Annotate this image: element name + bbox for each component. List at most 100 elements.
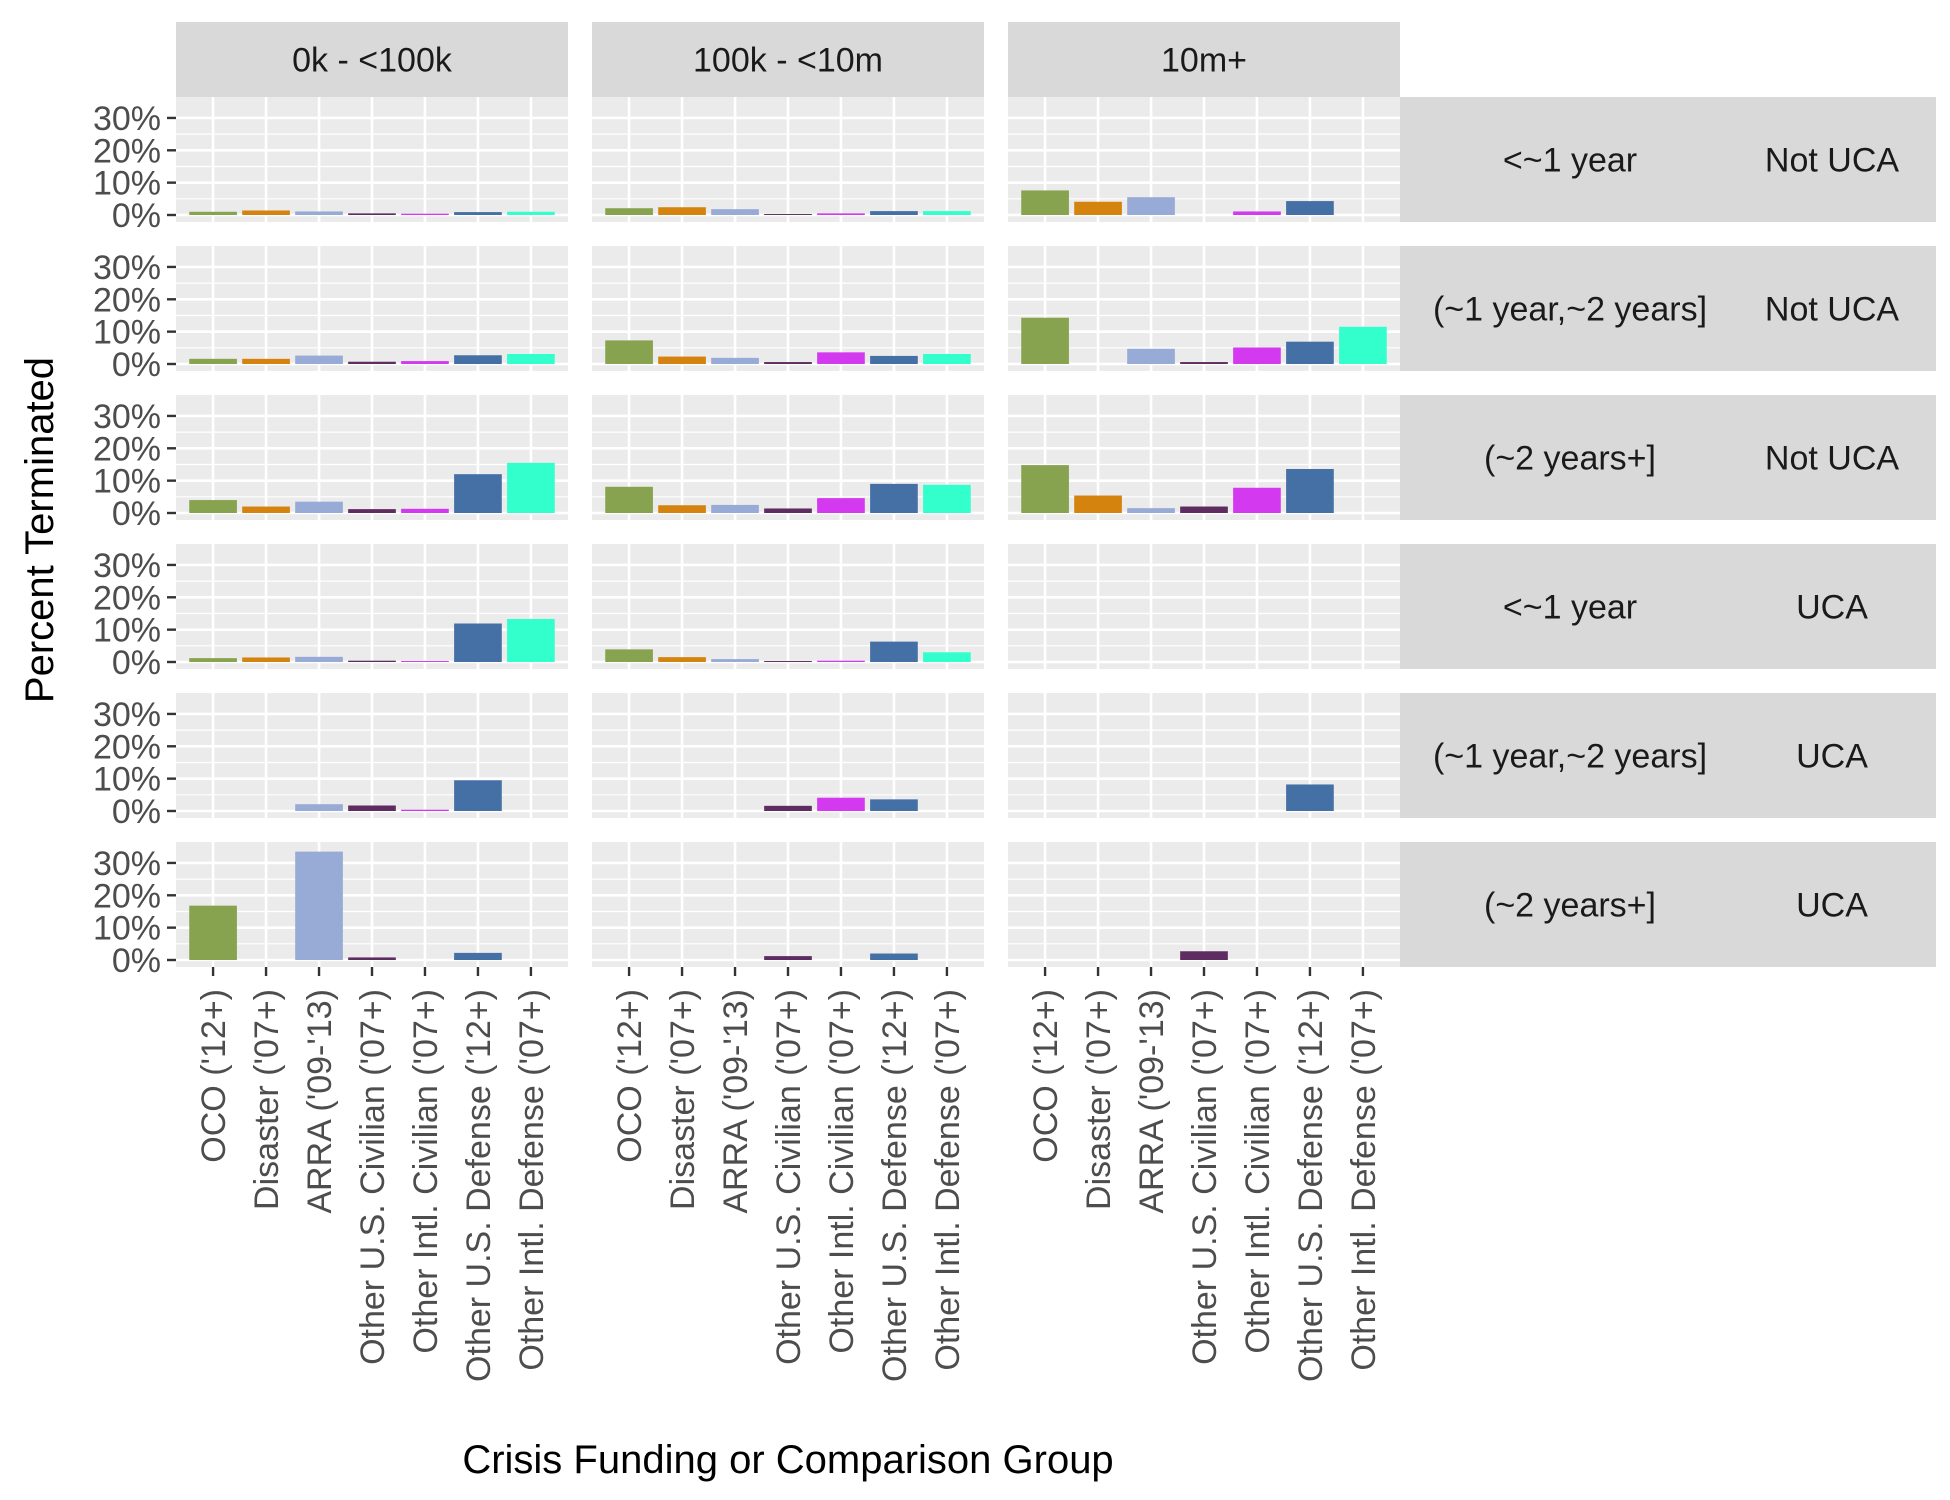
facet-panel — [1008, 97, 1400, 222]
bar — [817, 797, 865, 811]
y-tick-label: 20% — [93, 579, 161, 617]
y-tick-label: 10% — [93, 910, 161, 948]
y-tick-label: 0% — [112, 197, 161, 235]
y-tick-label: 30% — [93, 547, 161, 585]
bar — [870, 211, 918, 215]
bar — [1021, 317, 1069, 364]
row-strip-uca-label: UCA — [1796, 887, 1868, 925]
x-tick-label: Disaster ('07+) — [248, 989, 286, 1210]
y-tick-label: 0% — [112, 644, 161, 682]
bar — [348, 361, 396, 364]
x-tick-label: Other Intl. Defense ('07+) — [513, 989, 551, 1371]
y-tick-label: 10% — [93, 314, 161, 352]
bar — [764, 362, 812, 364]
bar — [454, 212, 502, 215]
bar — [1286, 201, 1334, 215]
x-tick-label: Other Intl. Civilian ('07+) — [407, 989, 445, 1354]
x-tick-label: Other U.S. Defense ('12+) — [1292, 989, 1330, 1382]
bar — [454, 474, 502, 513]
bar — [1233, 211, 1281, 215]
facet-panel — [1008, 544, 1400, 669]
y-tick-label: 20% — [93, 430, 161, 468]
bar — [764, 805, 812, 811]
bar — [764, 661, 812, 662]
y-tick-label: 20% — [93, 132, 161, 170]
bar — [711, 504, 759, 513]
bar — [817, 352, 865, 364]
bar — [401, 661, 449, 662]
facet-panel — [1008, 693, 1400, 818]
bar — [507, 462, 555, 513]
bar — [507, 353, 555, 364]
facet-strips: 0k - <100k 100k - <10m 10m+ <~1 year Not UCA… — [176, 22, 1936, 967]
bar — [764, 508, 812, 513]
facet-panel — [592, 544, 984, 669]
y-tick-label: 20% — [93, 281, 161, 319]
x-tick-label: Other U.S. Defense ('12+) — [876, 989, 914, 1382]
bar — [1127, 508, 1175, 513]
bar — [817, 660, 865, 662]
bar — [401, 508, 449, 513]
bar — [870, 483, 918, 513]
row-strip — [1400, 693, 1936, 818]
y-tick-label: 0% — [112, 346, 161, 384]
facet-panel — [592, 246, 984, 371]
column-strip — [176, 22, 568, 97]
bar — [348, 957, 396, 960]
bar — [1286, 341, 1334, 364]
bar — [870, 641, 918, 662]
bar — [658, 657, 706, 662]
bar — [295, 656, 343, 662]
bar — [870, 799, 918, 811]
y-tick-label: 30% — [93, 696, 161, 734]
column-strip-label: 10m+ — [1161, 42, 1247, 80]
bar — [189, 500, 237, 513]
bar — [870, 953, 918, 960]
bar — [658, 207, 706, 215]
bar — [1180, 506, 1228, 513]
x-tick-label: Other Intl. Civilian ('07+) — [823, 989, 861, 1354]
bar — [348, 213, 396, 215]
x-tick-label: Other U.S. Civilian ('07+) — [354, 989, 392, 1365]
bar — [1339, 326, 1387, 364]
facet-panel — [592, 693, 984, 818]
bar — [605, 340, 653, 364]
facet-panel — [176, 544, 568, 669]
facet-panel — [592, 395, 984, 520]
row-strip — [1400, 97, 1936, 222]
facet-panel — [176, 395, 568, 520]
bar — [295, 211, 343, 215]
row-strip-uca-label: UCA — [1796, 738, 1868, 776]
bar — [242, 358, 290, 364]
x-tick-label: Other U.S. Defense ('12+) — [460, 989, 498, 1382]
bar — [923, 484, 971, 513]
x-axes: OCO ('12+) Disaster ('07+) ARRA ('09-'13) O… — [195, 967, 1383, 1382]
y-tick-label: 10% — [93, 612, 161, 650]
bar — [401, 809, 449, 811]
x-tick-label: ARRA ('09-'13) — [1133, 989, 1171, 1214]
bar — [1127, 348, 1175, 364]
row-strip-uca-label: Not UCA — [1765, 142, 1899, 180]
bar — [1127, 197, 1175, 215]
bar — [348, 805, 396, 811]
bar — [507, 211, 555, 215]
bar — [454, 623, 502, 662]
bar — [923, 652, 971, 662]
x-tick-label: Other Intl. Defense ('07+) — [1345, 989, 1383, 1371]
row-strip — [1400, 842, 1936, 967]
bar — [605, 486, 653, 513]
facet-panel — [1008, 842, 1400, 967]
y-tick-label: 10% — [93, 761, 161, 799]
bar — [1233, 347, 1281, 364]
y-tick-label: 0% — [112, 495, 161, 533]
column-strip — [592, 22, 984, 97]
bar — [1021, 465, 1069, 513]
y-tick-label: 0% — [112, 793, 161, 831]
column-strip-label: 100k - <10m — [693, 42, 883, 80]
bar — [923, 211, 971, 215]
x-tick-label: OCO ('12+) — [195, 989, 233, 1163]
facet-panels — [176, 97, 1400, 967]
bar — [817, 213, 865, 215]
x-tick-label: OCO ('12+) — [611, 989, 649, 1163]
